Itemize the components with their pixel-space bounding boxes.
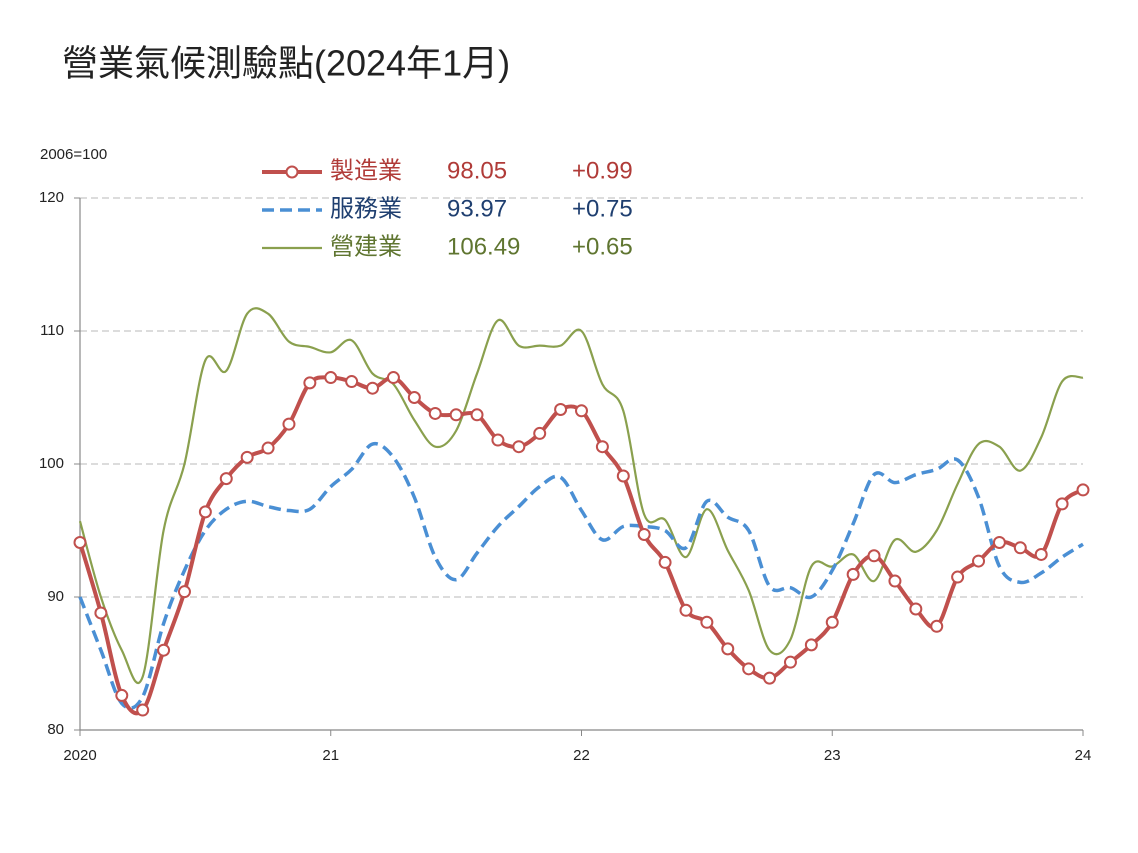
y-unit: 2006=100 [40, 146, 107, 163]
marker [219, 472, 233, 486]
marker [136, 703, 150, 717]
y-tick-label: 110 [40, 322, 64, 339]
marker [282, 417, 296, 431]
marker [198, 505, 212, 519]
marker [366, 381, 380, 395]
chart-title: 營業氣候測驗點(2024年1月) [62, 43, 510, 84]
marker [783, 655, 797, 669]
marker [658, 555, 672, 569]
marker [261, 441, 275, 455]
marker [512, 440, 526, 454]
marker [909, 602, 923, 616]
marker [533, 426, 547, 440]
x-tick-label: 22 [573, 747, 590, 764]
series-line [78, 375, 1085, 716]
marker [992, 535, 1006, 549]
series-line [78, 441, 1084, 710]
y-tick-label: 90 [47, 588, 64, 605]
marker [303, 376, 317, 390]
marker [240, 450, 254, 464]
y-tick-label: 80 [47, 721, 64, 738]
legend-label: 製造業 [330, 157, 402, 184]
marker [951, 570, 965, 584]
marker [804, 638, 818, 652]
marker [972, 554, 986, 568]
x-tick-label: 24 [1075, 747, 1092, 764]
x-tick-label: 21 [322, 747, 339, 764]
marker [888, 574, 902, 588]
marker [428, 406, 442, 420]
marker [595, 440, 609, 454]
marker [742, 662, 756, 676]
marker [157, 643, 171, 657]
marker [721, 642, 735, 656]
marker [554, 402, 568, 416]
legend-label: 服務業 [330, 195, 402, 222]
legend-marker [285, 165, 299, 179]
legend-latest: 106.49 [447, 233, 520, 260]
marker [825, 615, 839, 629]
marker [763, 671, 777, 685]
legend-change: +0.65 [572, 233, 633, 260]
marker [616, 469, 630, 483]
marker [867, 549, 881, 563]
x-tick-label: 2020 [63, 747, 96, 764]
marker [345, 375, 359, 389]
series-line [78, 307, 1084, 685]
marker [1055, 497, 1069, 511]
legend-latest: 93.97 [447, 195, 507, 222]
legend-label: 營建業 [330, 233, 402, 260]
marker [324, 371, 338, 385]
marker [1076, 483, 1090, 497]
marker [449, 408, 463, 422]
marker [470, 408, 484, 422]
y-tick-label: 120 [39, 189, 64, 206]
marker [846, 567, 860, 581]
marker [637, 527, 651, 541]
x-tick-label: 23 [824, 747, 841, 764]
marker [115, 688, 129, 702]
marker [407, 391, 421, 404]
marker [700, 615, 714, 629]
marker [94, 606, 108, 620]
marker [930, 619, 944, 633]
marker [177, 585, 191, 599]
marker [1034, 547, 1048, 561]
legend-latest: 98.05 [447, 157, 507, 184]
marker [386, 371, 400, 385]
marker [1013, 541, 1027, 555]
legend-change: +0.75 [572, 195, 633, 222]
marker [575, 404, 588, 418]
marker [679, 603, 693, 617]
marker [73, 535, 87, 549]
marker [491, 433, 505, 447]
y-tick-label: 100 [39, 455, 64, 472]
legend-change: +0.99 [572, 157, 633, 184]
